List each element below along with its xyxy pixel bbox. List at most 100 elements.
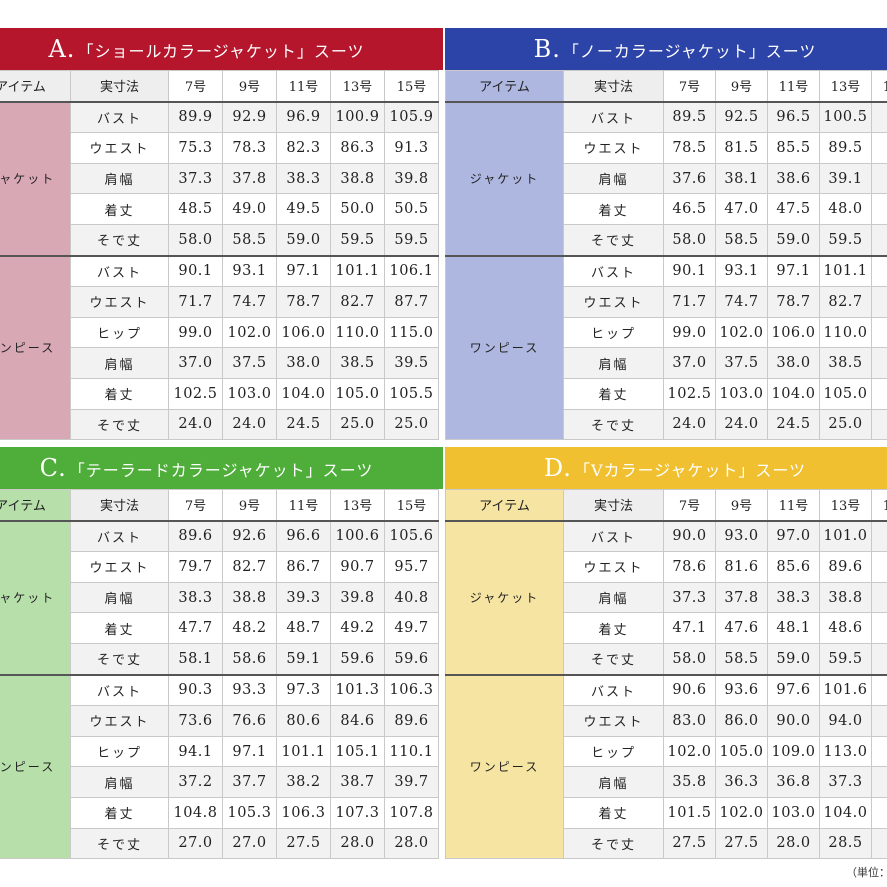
value-cell: 93.3 <box>222 673 277 707</box>
value-cell: 48.7 <box>276 612 331 644</box>
value-cell: 37.7 <box>222 766 277 798</box>
measure-label: そで丈 <box>563 408 664 441</box>
value-cell: 49.0 <box>222 193 277 225</box>
value-cell <box>871 377 887 410</box>
value-cell: 58.5 <box>715 223 768 257</box>
measure-label: バスト <box>70 100 169 134</box>
value-cell: 78.7 <box>276 286 331 318</box>
value-cell: 92.6 <box>222 519 277 553</box>
value-cell: 106.0 <box>276 316 331 349</box>
value-cell: 78.7 <box>767 286 820 318</box>
value-cell: 101.6 <box>819 673 872 707</box>
value-cell: 58.0 <box>663 642 716 676</box>
measure-label: 肩幅 <box>70 581 169 614</box>
table-row: ヒップ 94.1 97.1 101.1 105.1 110.1 <box>0 735 439 768</box>
value-cell: 102.0 <box>222 316 277 349</box>
value-cell <box>871 100 887 134</box>
value-cell: 102.0 <box>715 796 768 829</box>
value-cell <box>871 347 887 379</box>
value-cell: 38.8 <box>330 162 385 195</box>
value-cell: 47.7 <box>168 612 223 644</box>
table-row: そで丈 27.0 27.0 27.5 28.0 28.0 <box>0 827 439 860</box>
table-row: 着丈 46.5 47.0 47.5 48.0 <box>446 193 887 225</box>
value-cell: 90.6 <box>663 673 716 707</box>
measure-label: 肩幅 <box>563 581 664 614</box>
value-cell: 37.0 <box>663 347 716 379</box>
value-cell <box>871 581 887 614</box>
panel-title-bar: B. 「ノーカラージャケット」スーツ <box>445 28 887 70</box>
measure-label: バスト <box>563 100 664 134</box>
header-size: 9号 <box>222 69 277 103</box>
value-cell: 107.3 <box>330 796 385 829</box>
value-cell: 27.0 <box>168 827 223 860</box>
table-row: ウエスト 71.7 74.7 78.7 82.7 <box>446 286 887 318</box>
value-cell: 82.3 <box>276 132 331 164</box>
measure-label: 着丈 <box>70 377 169 410</box>
value-cell: 82.7 <box>819 286 872 318</box>
value-cell: 38.5 <box>330 347 385 379</box>
value-cell: 39.5 <box>384 347 439 379</box>
value-cell: 74.7 <box>222 286 277 318</box>
value-cell: 39.8 <box>330 581 385 614</box>
value-cell: 102.5 <box>663 377 716 410</box>
value-cell: 82.7 <box>222 551 277 583</box>
header-size: 15号 <box>384 69 439 103</box>
value-cell: 38.5 <box>819 347 872 379</box>
value-cell: 48.6 <box>819 612 872 644</box>
value-cell: 38.0 <box>767 347 820 379</box>
value-cell: 113.0 <box>819 735 872 768</box>
value-cell: 37.2 <box>168 766 223 798</box>
table-row: 肩幅 37.6 38.1 38.6 39.1 <box>446 162 887 195</box>
item-cell: ワンピース <box>0 254 71 441</box>
measure-label: ウエスト <box>70 705 169 737</box>
measure-label: ウエスト <box>563 132 664 164</box>
value-cell: 97.1 <box>222 735 277 768</box>
measure-label: バスト <box>70 254 169 288</box>
header-size: 11号 <box>767 69 820 103</box>
value-cell: 37.3 <box>819 766 872 798</box>
table-row: ウエスト 78.5 81.5 85.5 89.5 <box>446 132 887 164</box>
value-cell <box>871 223 887 257</box>
value-cell: 25.0 <box>384 408 439 441</box>
value-cell: 78.6 <box>663 551 716 583</box>
value-cell: 106.1 <box>384 254 439 288</box>
table-row: ワンピース バスト 90.1 93.1 97.1 101.1 <box>445 254 887 441</box>
table-row: ウエスト 73.6 76.6 80.6 84.6 89.6 <box>0 705 439 737</box>
value-cell: 58.6 <box>222 642 277 676</box>
value-cell: 39.3 <box>276 581 331 614</box>
measure-label: 肩幅 <box>70 162 169 195</box>
value-cell: 94.1 <box>168 735 223 768</box>
item-cell: ジャケット <box>0 100 71 257</box>
value-cell <box>871 316 887 349</box>
value-cell: 107.8 <box>384 796 439 829</box>
value-cell: 59.0 <box>276 223 331 257</box>
value-cell <box>871 796 887 829</box>
measure-label: 肩幅 <box>70 347 169 379</box>
measure-label: ヒップ <box>563 735 664 768</box>
value-cell: 49.7 <box>384 612 439 644</box>
measure-label: 着丈 <box>563 796 664 829</box>
value-cell: 101.3 <box>330 673 385 707</box>
value-cell: 81.5 <box>715 132 768 164</box>
value-cell <box>871 519 887 553</box>
table-row: 肩幅 37.3 37.8 38.3 38.8 <box>446 581 887 614</box>
value-cell: 49.2 <box>330 612 385 644</box>
value-cell: 35.8 <box>663 766 716 798</box>
panel-title: 「ショールカラージャケット」スーツ <box>77 42 365 61</box>
value-cell: 97.0 <box>767 519 820 553</box>
value-cell: 38.6 <box>767 162 820 195</box>
value-cell: 38.3 <box>767 581 820 614</box>
header-size: 15号 <box>384 488 439 522</box>
measure-label: 着丈 <box>70 796 169 829</box>
measure-label: そで丈 <box>563 223 664 257</box>
value-cell: 105.5 <box>384 377 439 410</box>
value-cell: 38.8 <box>819 581 872 614</box>
value-cell: 50.5 <box>384 193 439 225</box>
table-row: ワンピース バスト 90.6 93.6 97.6 101.6 <box>445 673 887 860</box>
measure-label: ウエスト <box>70 132 169 164</box>
measure-label: バスト <box>563 254 664 288</box>
value-cell: 92.9 <box>222 100 277 134</box>
value-cell: 97.6 <box>767 673 820 707</box>
